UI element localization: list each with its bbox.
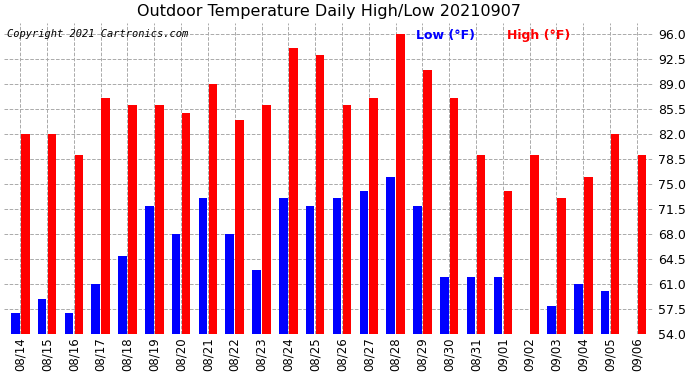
Bar bbox=[21, 134, 30, 334]
Bar bbox=[557, 198, 566, 334]
Bar bbox=[493, 277, 502, 334]
Bar bbox=[38, 298, 46, 334]
Bar bbox=[413, 206, 422, 334]
Bar bbox=[289, 48, 297, 334]
Bar bbox=[440, 277, 449, 334]
Bar bbox=[584, 177, 593, 334]
Text: Low (°F): Low (°F) bbox=[416, 29, 475, 42]
Bar bbox=[423, 70, 432, 334]
Bar bbox=[208, 84, 217, 334]
Bar bbox=[199, 198, 207, 334]
Bar bbox=[262, 105, 270, 334]
Bar bbox=[181, 112, 190, 334]
Bar bbox=[504, 191, 512, 334]
Bar bbox=[466, 277, 475, 334]
Text: High (°F): High (°F) bbox=[507, 29, 570, 42]
Bar bbox=[253, 270, 261, 334]
Bar bbox=[11, 313, 19, 334]
Bar bbox=[306, 206, 315, 334]
Bar bbox=[75, 156, 83, 334]
Bar bbox=[101, 98, 110, 334]
Bar bbox=[235, 120, 244, 334]
Bar bbox=[48, 134, 57, 334]
Bar bbox=[574, 284, 582, 334]
Bar bbox=[65, 313, 73, 334]
Title: Outdoor Temperature Daily High/Low 20210907: Outdoor Temperature Daily High/Low 20210… bbox=[137, 4, 520, 19]
Bar bbox=[477, 156, 485, 334]
Bar bbox=[611, 134, 620, 334]
Bar bbox=[145, 206, 154, 334]
Bar bbox=[92, 284, 100, 334]
Bar bbox=[226, 234, 234, 334]
Bar bbox=[369, 98, 378, 334]
Bar bbox=[155, 105, 164, 334]
Bar bbox=[396, 34, 405, 334]
Bar bbox=[279, 198, 288, 334]
Bar bbox=[547, 306, 555, 334]
Bar bbox=[128, 105, 137, 334]
Bar bbox=[638, 156, 646, 334]
Bar bbox=[601, 291, 609, 334]
Bar bbox=[359, 191, 368, 334]
Bar bbox=[343, 105, 351, 334]
Bar bbox=[386, 177, 395, 334]
Bar bbox=[118, 256, 127, 334]
Bar bbox=[172, 234, 181, 334]
Text: Copyright 2021 Cartronics.com: Copyright 2021 Cartronics.com bbox=[8, 29, 188, 39]
Bar bbox=[316, 55, 324, 334]
Bar bbox=[531, 156, 539, 334]
Bar bbox=[333, 198, 342, 334]
Bar bbox=[450, 98, 458, 334]
